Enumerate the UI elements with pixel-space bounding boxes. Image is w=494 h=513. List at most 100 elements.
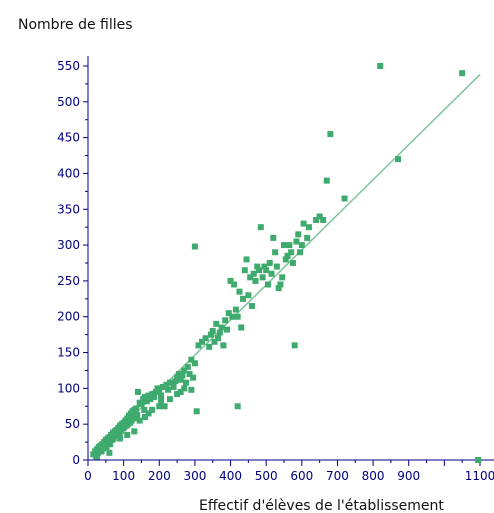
data-point (193, 408, 200, 415)
data-point (254, 263, 261, 270)
y-tick-label: 100 (57, 381, 80, 395)
y-tick-label: 300 (57, 238, 80, 252)
data-point (150, 393, 157, 400)
data-point (188, 386, 195, 393)
data-point (245, 292, 252, 299)
data-point (377, 63, 384, 69)
x-tick-label: 600 (290, 469, 313, 483)
y-tick-label: 550 (57, 59, 80, 73)
data-point (250, 270, 257, 277)
data-point (213, 320, 220, 327)
data-point (142, 414, 149, 421)
data-point (174, 374, 181, 381)
data-point (141, 406, 148, 413)
data-point (174, 391, 181, 398)
data-point (341, 195, 348, 202)
data-point (218, 324, 225, 331)
data-point (327, 131, 334, 138)
data-point (277, 281, 284, 288)
data-point (275, 285, 282, 292)
data-point (295, 231, 302, 238)
y-tick-label: 0 (72, 453, 80, 467)
data-point (117, 435, 124, 442)
data-point (156, 403, 163, 410)
data-point (172, 378, 179, 385)
data-point (206, 343, 213, 350)
data-point (184, 363, 191, 370)
data-point (191, 360, 198, 367)
data-point (241, 267, 248, 274)
data-point (166, 396, 173, 403)
data-point (279, 274, 286, 281)
data-point (195, 342, 202, 349)
data-point (222, 317, 229, 324)
data-point (124, 431, 131, 438)
data-point (289, 260, 296, 266)
y-tick-label: 250 (57, 274, 80, 288)
data-point (156, 386, 163, 393)
data-point (475, 457, 482, 463)
data-point (236, 288, 243, 295)
data-point (131, 428, 138, 435)
data-point (149, 406, 156, 413)
data-point (133, 405, 140, 412)
data-point (106, 449, 113, 456)
data-point (181, 385, 188, 392)
x-tick-label: 0 (84, 469, 92, 483)
data-point (395, 156, 402, 163)
x-tick-label: 800 (362, 469, 385, 483)
x-axis-label: Effectif d'élèves de l'établissement (199, 498, 444, 513)
data-point (232, 306, 239, 313)
data-point (234, 313, 241, 320)
data-point (188, 356, 195, 363)
data-point (281, 242, 287, 249)
data-point (170, 383, 177, 390)
data-point (313, 217, 320, 224)
x-tick-label: 500 (255, 469, 278, 483)
data-point (261, 263, 268, 270)
y-tick-label: 450 (57, 131, 80, 145)
y-axis-label: Nombre de filles (18, 17, 133, 33)
data-point (103, 444, 110, 451)
data-point (147, 396, 154, 403)
data-point (136, 417, 143, 424)
data-point (175, 371, 182, 378)
data-point (165, 386, 172, 393)
x-tick-label: 200 (148, 469, 171, 483)
data-point (238, 324, 245, 331)
data-point (158, 398, 165, 405)
data-point (163, 381, 170, 388)
data-point (297, 249, 304, 256)
data-point (183, 379, 189, 386)
data-point (216, 329, 223, 336)
data-point (231, 281, 238, 288)
data-point (225, 310, 232, 317)
data-point (243, 256, 250, 263)
data-point (186, 371, 193, 378)
data-point (220, 342, 227, 349)
data-point (207, 331, 214, 338)
data-point (320, 217, 327, 224)
data-point (215, 335, 222, 342)
data-point (248, 302, 255, 309)
data-point (272, 249, 279, 256)
data-point (288, 249, 295, 256)
data-point (305, 224, 312, 231)
data-point (291, 342, 298, 349)
x-tick-label: 1100 (465, 469, 494, 483)
data-point (304, 234, 311, 241)
data-point (223, 326, 230, 333)
y-tick-label: 350 (57, 202, 80, 216)
data-point (177, 376, 184, 383)
data-point (459, 70, 466, 77)
data-point (145, 392, 152, 399)
x-tick-label: 900 (397, 469, 420, 483)
data-point (191, 243, 198, 250)
data-point (234, 403, 241, 410)
data-point (143, 398, 150, 405)
data-point (179, 372, 186, 379)
data-point (257, 224, 264, 231)
data-point (202, 335, 209, 342)
data-point (316, 213, 323, 220)
